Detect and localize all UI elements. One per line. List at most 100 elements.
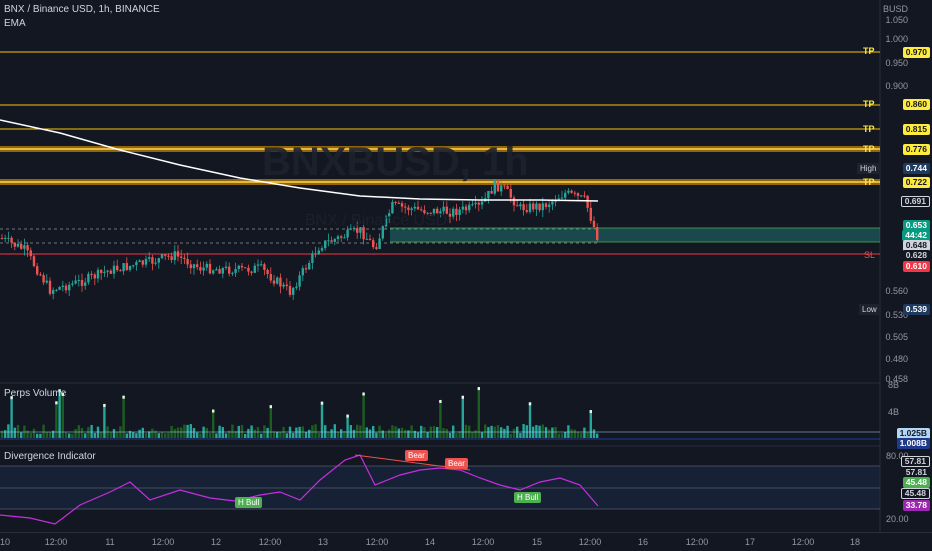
bear-signal: Bear: [405, 450, 428, 461]
candle-body: [39, 274, 42, 276]
volume-bar: [416, 432, 420, 438]
candle-body: [368, 238, 372, 241]
candle-body: [477, 202, 480, 205]
volume-bar: [327, 431, 330, 438]
candle-body: [420, 209, 423, 211]
volume-bar: [557, 433, 560, 438]
volume-bar: [528, 402, 532, 438]
price-tick: 0.530: [885, 310, 908, 320]
candle-body: [509, 189, 512, 198]
candle-body: [292, 287, 295, 295]
candle-body: [397, 202, 400, 204]
volume-bar: [583, 427, 586, 438]
candle-body: [93, 274, 96, 279]
candle-body: [205, 263, 208, 268]
candle-body: [381, 226, 384, 239]
candle-body: [61, 285, 64, 287]
entry-zone: [390, 228, 880, 242]
candle-body: [212, 270, 215, 274]
candle-body: [436, 208, 439, 214]
candle-body: [234, 268, 237, 273]
candle-body: [448, 213, 452, 217]
candle-body: [237, 265, 240, 269]
candle-body: [304, 268, 308, 270]
volume-bar: [487, 427, 490, 438]
volume-bar: [544, 427, 548, 438]
candle-body: [404, 206, 407, 208]
volume-bar: [20, 432, 23, 438]
bull-signal: H Bull: [235, 497, 263, 508]
volume-cap: [61, 393, 64, 397]
candle-body: [96, 269, 100, 279]
volume-bar: [308, 429, 311, 438]
volume-cap: [320, 401, 324, 405]
price-levels: [0, 51, 880, 255]
candle-body: [141, 260, 144, 265]
candle-body: [135, 262, 138, 266]
volume-bar: [333, 424, 336, 438]
volume-bar: [202, 426, 205, 438]
price-axis[interactable]: BUSD 1.050 1.000 0.950 0.900 0.560 0.530…: [880, 0, 932, 532]
candle-body: [576, 193, 580, 196]
price-tick: 0.560: [885, 286, 908, 296]
candle-body: [10, 237, 13, 243]
volume-bar: [144, 433, 148, 438]
volume-bar: [426, 432, 429, 438]
tp-price-badge: 0.815: [902, 124, 930, 135]
time-tick: 12:00: [685, 537, 709, 547]
candle-body: [570, 190, 573, 193]
candle-body: [100, 269, 103, 273]
volume-bar: [0, 430, 4, 438]
volume-bar: [365, 427, 368, 438]
volume-cap: [103, 403, 106, 407]
tp-price-badge: 0.970: [902, 47, 930, 58]
volume-bar: [71, 433, 74, 438]
volume-pane-title[interactable]: Perps Volume: [4, 388, 67, 399]
volume-cap: [58, 389, 61, 393]
volume-bar: [100, 432, 103, 438]
volume-bar: [199, 433, 202, 438]
volume-bar: [272, 431, 276, 438]
ema-legend[interactable]: EMA: [4, 18, 26, 29]
candle-body: [122, 263, 125, 272]
volume-bar: [509, 433, 512, 438]
candle-body: [349, 228, 352, 230]
candle-body: [186, 259, 189, 265]
volume-bar: [525, 425, 528, 438]
candle-body: [343, 237, 346, 239]
candle-body: [263, 264, 266, 270]
symbol-legend[interactable]: BNX / Binance USD, 1h, BINANCE: [4, 4, 160, 15]
time-tick: 18: [849, 537, 861, 547]
candle-body: [506, 185, 509, 190]
volume-bar: [215, 433, 218, 438]
volume-bar: [285, 433, 288, 438]
time-tick: 12:00: [791, 537, 815, 547]
volume-bar: [548, 429, 551, 438]
time-axis[interactable]: [0, 532, 932, 551]
volume-bar: [586, 431, 589, 438]
volume-bar: [87, 427, 90, 438]
time-tick: 12: [210, 537, 222, 547]
candle-body: [266, 269, 269, 275]
volume-bar: [116, 431, 119, 438]
volume-cap: [269, 405, 272, 409]
divergence-pane-title[interactable]: Divergence Indicator: [4, 451, 96, 462]
volume-bar: [298, 426, 301, 438]
volume-badge: 1.025B: [896, 428, 930, 439]
volume-bar: [164, 433, 167, 438]
volume-cap: [346, 414, 349, 418]
volume-bar: [551, 427, 554, 438]
tp-label-3: TP: [863, 124, 875, 134]
candle-body: [564, 192, 567, 198]
volume-bar: [138, 429, 141, 438]
volume-bar: [125, 433, 128, 438]
volume-bar: [384, 433, 388, 438]
tp-label-4: TP: [863, 144, 875, 154]
volume-bar: [141, 427, 144, 438]
volume-bar: [535, 425, 538, 438]
candle-body: [144, 258, 148, 265]
grid-lines: [0, 0, 881, 532]
price-tick: 1.000: [885, 34, 908, 44]
candle-body: [288, 286, 292, 295]
